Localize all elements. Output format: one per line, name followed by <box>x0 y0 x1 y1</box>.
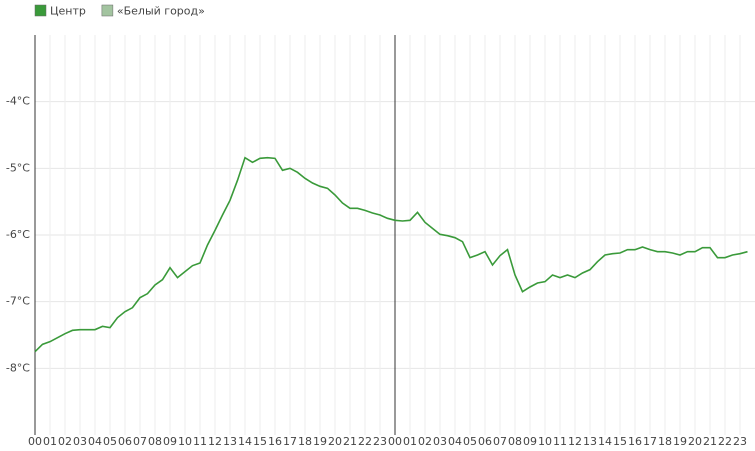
x-tick-label: 22 <box>358 435 372 448</box>
x-tick-label: 14 <box>598 435 612 448</box>
legend-swatch[interactable] <box>101 4 114 17</box>
x-tick-label: 10 <box>538 435 552 448</box>
x-tick-label: 15 <box>613 435 627 448</box>
x-tick-label: 23 <box>733 435 747 448</box>
x-tick-label: 00 <box>388 435 402 448</box>
x-tick-label: 02 <box>58 435 72 448</box>
x-tick-label: 21 <box>703 435 717 448</box>
x-tick-label: 07 <box>493 435 507 448</box>
x-tick-label: 19 <box>313 435 327 448</box>
x-tick-label: 16 <box>268 435 282 448</box>
x-tick-label: 00 <box>28 435 42 448</box>
y-tick-label: -5°C <box>6 161 30 174</box>
x-tick-label: 14 <box>238 435 252 448</box>
x-tick-label: 20 <box>328 435 342 448</box>
y-tick-label: -8°C <box>6 361 30 374</box>
x-tick-label: 11 <box>193 435 207 448</box>
x-tick-label: 06 <box>118 435 132 448</box>
data-line <box>34 156 748 353</box>
x-tick-label: 01 <box>403 435 417 448</box>
x-tick-label: 09 <box>523 435 537 448</box>
x-tick-label: 17 <box>283 435 297 448</box>
x-tick-label: 16 <box>628 435 642 448</box>
x-tick-label: 05 <box>103 435 117 448</box>
x-tick-label: 03 <box>433 435 447 448</box>
x-tick-label: 04 <box>88 435 102 448</box>
x-tick-label: 05 <box>463 435 477 448</box>
x-tick-label: 18 <box>298 435 312 448</box>
x-tick-label: 22 <box>718 435 732 448</box>
x-tick-label: 09 <box>163 435 177 448</box>
x-tick-label: 08 <box>508 435 522 448</box>
legend-label[interactable]: «Белый город» <box>117 5 205 18</box>
x-tick-label: 11 <box>553 435 567 448</box>
x-tick-label: 08 <box>148 435 162 448</box>
x-tick-label: 20 <box>688 435 702 448</box>
x-tick-label: 03 <box>73 435 87 448</box>
x-tick-label: 19 <box>673 435 687 448</box>
x-tick-label: 12 <box>208 435 222 448</box>
x-tick-label: 21 <box>343 435 357 448</box>
legend-swatch[interactable] <box>34 4 47 17</box>
y-tick-label: -4°C <box>6 95 30 108</box>
x-tick-label: 13 <box>583 435 597 448</box>
x-tick-label: 17 <box>643 435 657 448</box>
legend-label[interactable]: Центр <box>50 5 86 18</box>
x-tick-label: 13 <box>223 435 237 448</box>
y-tick-label: -7°C <box>6 295 30 308</box>
x-tick-label: 01 <box>43 435 57 448</box>
x-tick-label: 06 <box>478 435 492 448</box>
x-tick-label: 15 <box>253 435 267 448</box>
x-tick-label: 02 <box>418 435 432 448</box>
x-tick-label: 10 <box>178 435 192 448</box>
x-tick-label: 12 <box>568 435 582 448</box>
x-tick-label: 23 <box>373 435 387 448</box>
x-tick-label: 04 <box>448 435 462 448</box>
x-tick-label: 07 <box>133 435 147 448</box>
y-tick-label: -6°C <box>6 228 30 241</box>
x-tick-label: 18 <box>658 435 672 448</box>
